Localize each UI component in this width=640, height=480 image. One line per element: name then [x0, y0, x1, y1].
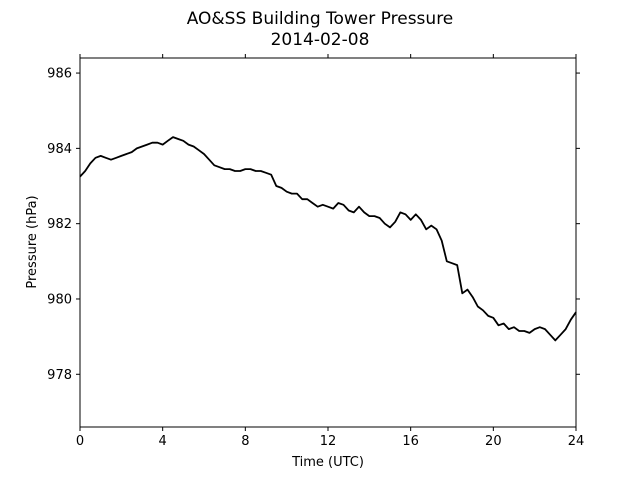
x-axis: 0 4 8 12 16 20 24 — [76, 54, 584, 449]
chart-subtitle: 2014-02-08 — [271, 30, 370, 50]
x-tick-label: 8 — [241, 434, 249, 449]
x-axis-label: Time (UTC) — [291, 455, 364, 470]
y-tick-label: 986 — [47, 67, 72, 82]
y-tick-label: 982 — [47, 217, 72, 232]
y-tick-label: 978 — [47, 368, 72, 383]
x-tick-label: 4 — [159, 434, 167, 449]
x-tick-label: 24 — [568, 434, 585, 449]
x-tick-label: 12 — [320, 434, 337, 449]
chart-title: AO&SS Building Tower Pressure — [187, 9, 454, 29]
y-tick-label: 980 — [47, 292, 72, 307]
y-axis-label: Pressure (hPa) — [25, 195, 40, 288]
y-tick-label: 984 — [47, 142, 72, 157]
x-tick-label: 16 — [402, 434, 419, 449]
pressure-series-line — [79, 136, 577, 342]
plot-area — [79, 57, 577, 428]
x-tick-label: 0 — [76, 434, 84, 449]
y-axis: 978 980 982 984 986 — [47, 67, 580, 383]
x-tick-label: 20 — [485, 434, 502, 449]
